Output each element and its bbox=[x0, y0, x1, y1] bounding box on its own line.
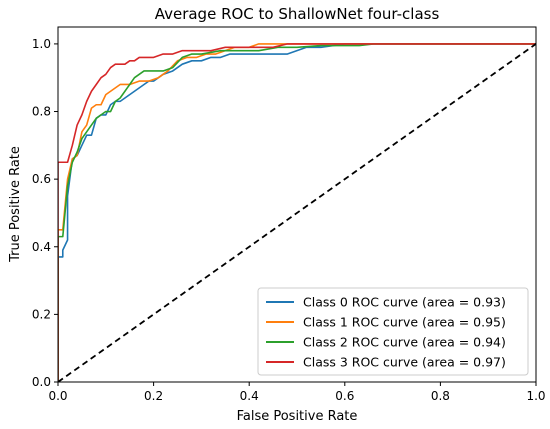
y-axis: 0.0 0.2 0.4 0.6 0.8 1.0 bbox=[32, 37, 58, 389]
x-axis: 0.0 0.2 0.4 0.6 0.8 1.0 bbox=[48, 382, 546, 403]
x-tick-label: 0.8 bbox=[431, 389, 450, 403]
series-line-class-1 bbox=[58, 43, 536, 382]
y-tick-label: 0.0 bbox=[32, 375, 51, 389]
legend-label-class-1: Class 1 ROC curve (area = 0.95) bbox=[303, 315, 506, 330]
x-tick-label: 0.6 bbox=[335, 389, 354, 403]
plot-area bbox=[57, 26, 537, 383]
y-tick-label: 0.4 bbox=[32, 240, 51, 254]
reference-diagonal-line bbox=[58, 43, 536, 382]
x-tick-label: 0.0 bbox=[48, 389, 67, 403]
axes-frame bbox=[57, 26, 537, 383]
series-line-class-2 bbox=[58, 43, 536, 382]
x-axis-label: False Positive Rate bbox=[237, 409, 358, 424]
x-tick-label: 0.4 bbox=[240, 389, 259, 403]
y-axis-label: True Positive Rate bbox=[8, 146, 23, 263]
legend-box bbox=[257, 287, 529, 376]
chart-title: Average ROC to ShallowNet four-class bbox=[155, 5, 440, 23]
x-tick-label: 1.0 bbox=[526, 389, 545, 403]
x-tick-label: 0.2 bbox=[144, 389, 163, 403]
legend-label-class-3: Class 3 ROC curve (area = 0.97) bbox=[303, 355, 506, 370]
y-tick-label: 0.8 bbox=[32, 105, 51, 119]
series-line-class-3 bbox=[58, 43, 536, 382]
legend-label-class-0: Class 0 ROC curve (area = 0.93) bbox=[303, 295, 506, 310]
legend-label-class-2: Class 2 ROC curve (area = 0.94) bbox=[303, 335, 506, 350]
legend: Class 0 ROC curve (area = 0.93) Class 1 R… bbox=[257, 287, 529, 376]
y-tick-label: 0.2 bbox=[32, 307, 51, 321]
y-tick-label: 1.0 bbox=[32, 37, 51, 51]
y-tick-label: 0.6 bbox=[32, 172, 51, 186]
